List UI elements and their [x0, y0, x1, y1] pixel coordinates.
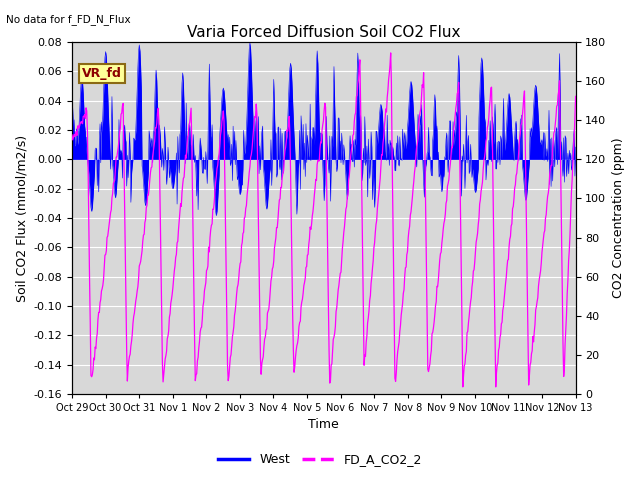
- X-axis label: Time: Time: [308, 419, 339, 432]
- Legend: West, FD_A_CO2_2: West, FD_A_CO2_2: [213, 448, 427, 471]
- Text: No data for f_FD_N_Flux: No data for f_FD_N_Flux: [6, 14, 131, 25]
- Y-axis label: CO2 Concentration (ppm): CO2 Concentration (ppm): [612, 138, 625, 298]
- Text: VR_fd: VR_fd: [82, 67, 122, 80]
- Y-axis label: Soil CO2 Flux (mmol/m2/s): Soil CO2 Flux (mmol/m2/s): [15, 134, 28, 301]
- Title: Varia Forced Diffusion Soil CO2 Flux: Varia Forced Diffusion Soil CO2 Flux: [187, 24, 461, 39]
